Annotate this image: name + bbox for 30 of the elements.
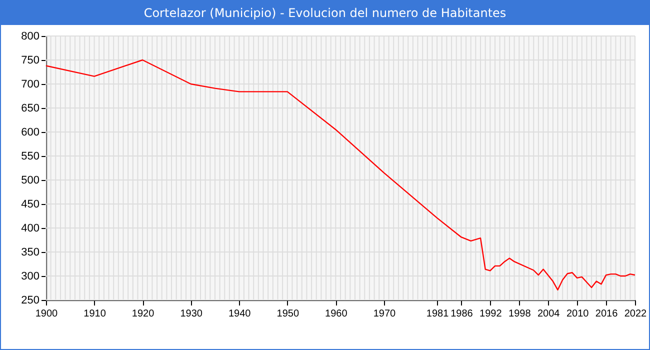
x-tick-label: 1970 — [373, 308, 396, 320]
x-tick-label: 1960 — [325, 308, 348, 320]
x-tick-label: 1900 — [35, 308, 58, 320]
chart-title: Cortelazor (Municipio) - Evolucion del numero de Habitantes — [1, 1, 649, 25]
x-tick-label: 1998 — [508, 308, 532, 320]
x-tick-label: 1930 — [180, 308, 203, 320]
x-tick-label: 2016 — [595, 308, 618, 320]
x-tick-label: 1920 — [132, 308, 155, 320]
x-tick-label: 2022 — [624, 308, 648, 320]
line-series — [46, 59, 635, 291]
y-tick-label: 250 — [21, 294, 40, 306]
x-tick-label: 2004 — [537, 308, 560, 320]
y-tick-label: 450 — [21, 198, 40, 210]
y-tick-label: 600 — [21, 126, 40, 138]
y-tick-label: 350 — [21, 246, 40, 258]
x-tick-label: 2010 — [566, 308, 590, 320]
y-tick-label: 800 — [21, 30, 40, 42]
x-tick-label: 1950 — [276, 308, 300, 320]
x-tick-label: 1986 — [450, 308, 474, 320]
y-tick-label: 400 — [21, 222, 40, 234]
y-tick-label: 700 — [21, 78, 40, 90]
y-tick-label: 650 — [21, 102, 40, 114]
y-tick-label: 550 — [21, 150, 40, 162]
x-tick-label: 1981 — [426, 308, 450, 320]
x-tick-label: 1940 — [228, 308, 252, 320]
x-tick-label: 1910 — [84, 308, 106, 320]
y-tick-label: 750 — [21, 54, 40, 66]
x-tick-label: 1992 — [480, 308, 502, 320]
y-tick-label: 500 — [21, 174, 40, 186]
y-tick-label: 300 — [21, 270, 40, 282]
